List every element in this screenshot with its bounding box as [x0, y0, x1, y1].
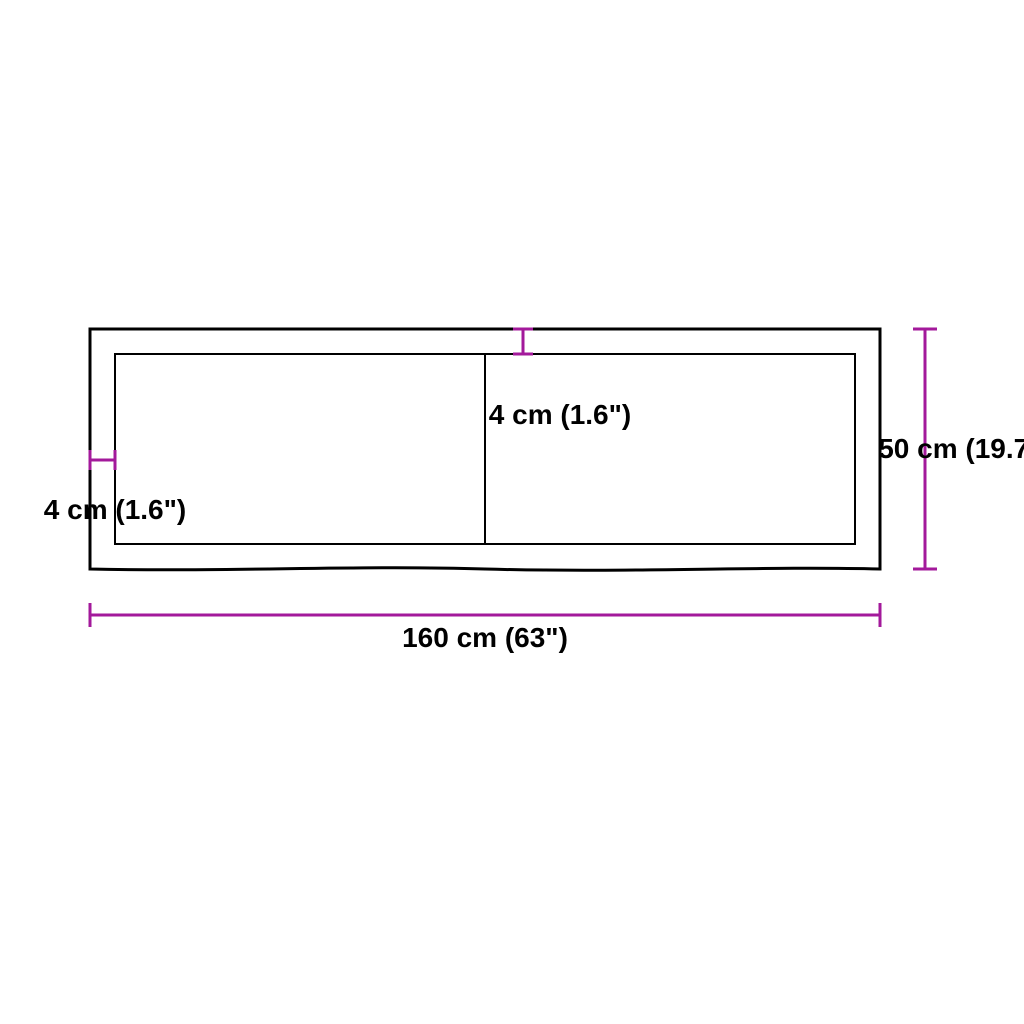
dim-thickness-top-label: 4 cm (1.6"): [489, 399, 631, 431]
dim-width-label: 160 cm (63"): [402, 622, 568, 654]
dim-height-label: 50 cm (19.7"): [878, 433, 1024, 465]
dim-thickness-left-label: 4 cm (1.6"): [44, 494, 186, 526]
